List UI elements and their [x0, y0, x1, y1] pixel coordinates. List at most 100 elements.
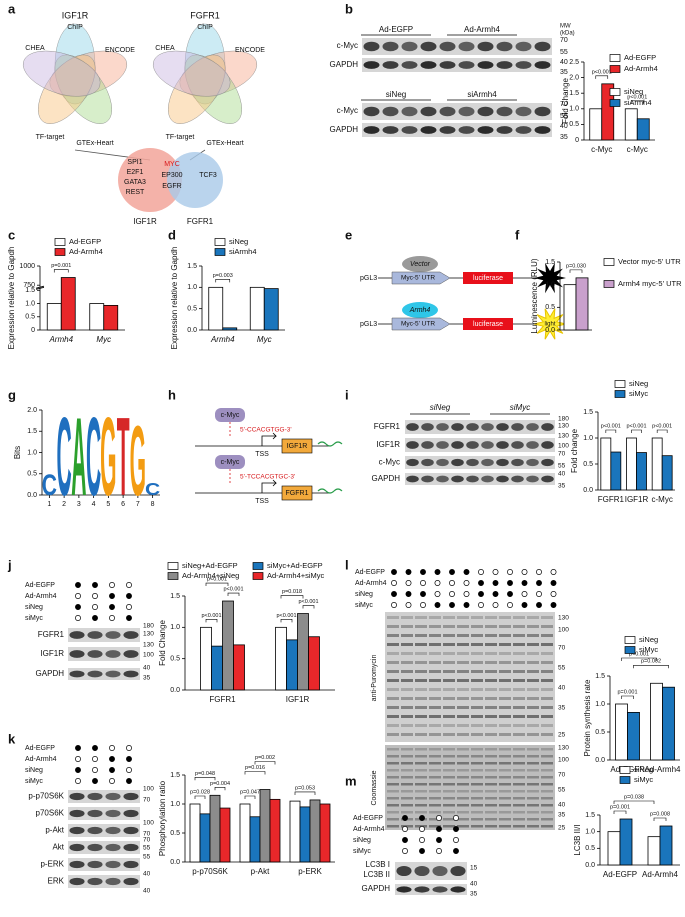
blot-band	[387, 825, 399, 828]
blot-band	[382, 41, 399, 52]
blot-band	[457, 661, 469, 664]
label: Armh4	[409, 307, 431, 314]
label: ChIP	[197, 24, 213, 31]
blot-band	[471, 825, 483, 828]
blot-band	[382, 61, 399, 69]
label: p-p70S6K	[28, 792, 64, 801]
blot-band	[432, 886, 448, 893]
y-tick-label: 1.0	[170, 801, 180, 808]
x-tick-label: IGF1R	[286, 695, 310, 704]
blot-band	[429, 625, 441, 628]
label: ENCODE	[105, 47, 135, 54]
x-tick-label: Myc	[96, 335, 111, 344]
label: 15	[470, 865, 478, 872]
blot-band	[496, 41, 513, 52]
blot-band	[387, 755, 399, 758]
blot-band	[401, 41, 418, 52]
condition-dot	[75, 745, 81, 751]
bar	[46, 303, 62, 331]
blot-band	[527, 804, 539, 807]
label: Ad-Armh4	[25, 593, 57, 600]
legend-label: siNeg+Ad-EGFP	[182, 561, 238, 570]
condition-dot	[126, 582, 132, 588]
condition-dot	[507, 580, 513, 586]
blot-band	[541, 458, 554, 467]
blot-band	[415, 755, 427, 758]
label: GAPDH	[36, 669, 65, 678]
label: TCF3	[199, 172, 217, 179]
blot-band	[541, 733, 553, 736]
blot-band	[511, 458, 524, 467]
label: GTEx-Heart	[76, 140, 113, 147]
blot-band	[485, 724, 497, 727]
blot-band	[457, 706, 469, 709]
y-tick-label: 0.0	[27, 492, 37, 499]
condition-dot	[405, 569, 412, 575]
blot-band	[471, 706, 483, 709]
blot-band	[387, 706, 399, 709]
blot-band	[485, 755, 497, 758]
blot-band	[457, 811, 469, 814]
blot-band	[401, 804, 413, 807]
y-tick-label: 1.5	[27, 428, 37, 435]
blot-band	[387, 818, 399, 821]
label: IGF1R	[133, 217, 157, 226]
label: siArmh4	[467, 90, 497, 99]
blot-band	[485, 783, 497, 786]
blot-band	[527, 679, 539, 682]
blot-band	[527, 715, 539, 718]
p-value: p=0.053	[295, 785, 315, 791]
bar	[211, 645, 223, 691]
y-axis-label: Protein synthesis rate	[583, 679, 592, 756]
blot-band	[105, 670, 121, 678]
blot-band	[485, 733, 497, 736]
bar	[563, 284, 577, 331]
label: siNeg	[25, 604, 43, 611]
p-value: p<0.001	[601, 423, 621, 429]
blot-band	[415, 688, 427, 691]
blot-band	[87, 860, 103, 869]
condition-dot	[419, 837, 425, 843]
blot-band	[415, 748, 427, 751]
blot-band	[541, 755, 553, 758]
blot-band	[477, 106, 494, 117]
blot-band	[481, 458, 494, 467]
label: GTEx-Heart	[206, 140, 243, 147]
blot-band	[477, 61, 494, 69]
blot-band	[457, 679, 469, 682]
condition-dot	[453, 848, 459, 854]
light-burst	[534, 262, 566, 294]
blot-band	[485, 776, 497, 779]
label: Ad-EGFP	[25, 745, 55, 752]
label: pGL3	[360, 275, 377, 282]
x-tick-label: Armh4	[210, 335, 235, 344]
blot-band	[481, 423, 494, 431]
x-tick-label: FGFR1	[598, 495, 625, 504]
blot-band	[527, 688, 539, 691]
condition-dot	[449, 569, 455, 575]
blot-band	[87, 826, 103, 835]
blot-band	[527, 825, 539, 828]
blot-band	[387, 679, 399, 682]
label: 55	[558, 463, 566, 470]
significance-bracket	[605, 429, 617, 433]
blot-band	[457, 769, 469, 772]
legend-label: Armh4 myc-5' UTR	[618, 279, 682, 288]
y-tick-label: 750	[23, 282, 35, 289]
label: CHEA	[155, 45, 175, 52]
blot-band	[443, 776, 455, 779]
blot-band	[541, 475, 554, 483]
blot-band	[432, 865, 448, 877]
p-value: p<0.001	[207, 576, 227, 582]
label: Vector	[410, 261, 431, 268]
y-tick-label: 0.5	[25, 314, 35, 321]
blot-band	[499, 625, 511, 628]
legend-label: Vector myc-5' UTR	[618, 257, 681, 266]
blot-band	[401, 625, 413, 628]
p-value: p<0.001	[629, 651, 649, 657]
condition-dot	[92, 767, 98, 773]
bar	[650, 682, 663, 761]
panel-label: b	[345, 1, 353, 16]
condition-dot	[75, 593, 81, 599]
condition-dot	[419, 826, 425, 832]
